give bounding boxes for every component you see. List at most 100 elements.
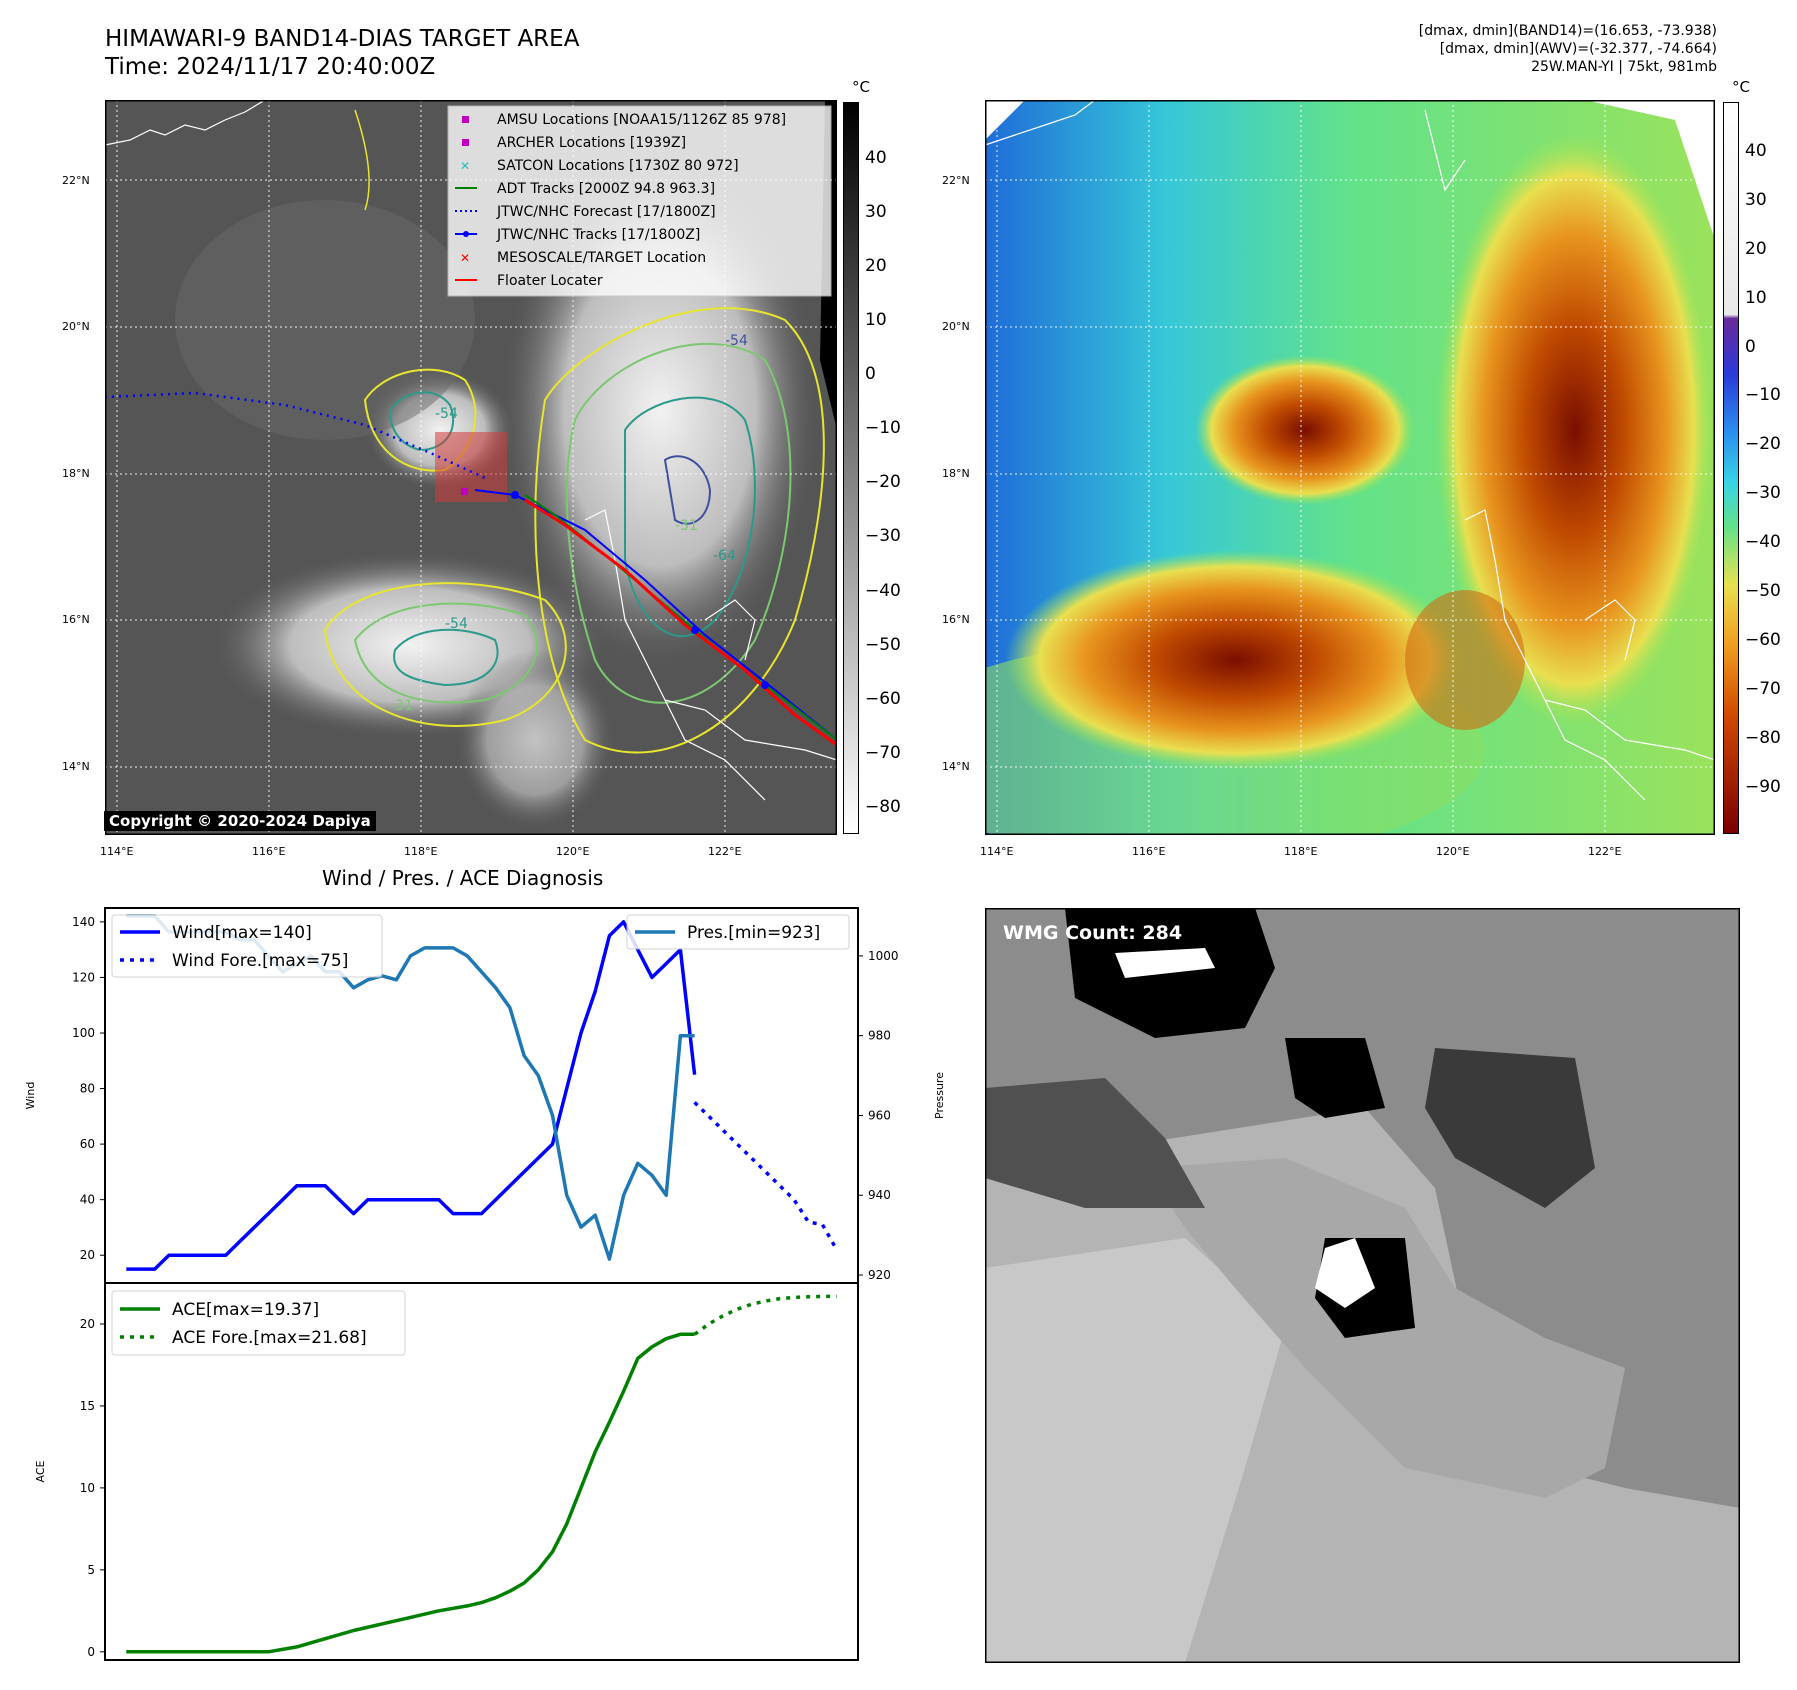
lon-label: 118°E [1284,845,1318,858]
cb-tick: −80 [1745,728,1781,748]
title-line-1: HIMAWARI-9 BAND14-DIAS TARGET AREA [105,26,580,52]
ace-ytick-label: 0 [87,1645,95,1659]
cb-tick: −70 [865,743,901,763]
legend-mesoscale: MESOSCALE/TARGET Location [497,250,706,266]
intensity-info: [dmax, dmin](BAND14)=(16.653, -73.938) [… [1419,22,1717,76]
lat-label: 20°N [942,320,970,333]
wind-ytick-label: 80 [80,1082,95,1096]
lat-label: 20°N [62,320,90,333]
cb-tick: −30 [865,526,901,546]
ace-plot-frame [104,1282,859,1661]
series-ace [126,1332,695,1654]
lat-label: 14°N [942,760,970,773]
enhanced-map [985,100,1715,835]
wind-ytick-label: 20 [80,1248,95,1262]
map-legend [447,105,832,297]
wind-axis-label: Wind [24,1082,37,1110]
cb-tick: 0 [1745,337,1756,357]
map-legend-entries: ✕ ✕ AMSU Locations [NOAA15/1126Z 85 978]… [455,112,786,289]
cb-tick: 10 [865,310,887,330]
legend-jtwc-tracks: JTWC/NHC Tracks [17/1800Z] [496,227,700,243]
wind-legend [111,914,383,978]
pressure-ytick-label: 960 [868,1108,891,1122]
lon-label: 116°E [1132,845,1166,858]
cb-tick: −70 [1745,679,1781,699]
cb-tick: −60 [1745,630,1781,650]
wind-ytick-label: 140 [72,915,95,929]
legend-pressure-label: Pres.[min=923] [687,923,820,943]
svg-text:✕: ✕ [460,251,470,265]
legend-jtwc-forecast: JTWC/NHC Forecast [17/1800Z] [496,204,716,220]
wmg-panel [985,908,1740,1663]
legend-archer: ARCHER Locations [1939Z] [497,135,686,151]
cb-tick: −60 [865,689,901,709]
cb-tick: −20 [865,472,901,492]
contour-label: -64 [713,548,736,564]
legend-wind-label: Wind[max=140] [172,923,312,943]
cb-tick: −40 [1745,532,1781,552]
cb-tick: 40 [1745,141,1767,161]
pressure-ytick-label: 920 [868,1268,891,1282]
info-line-1: [dmax, dmin](BAND14)=(16.653, -73.938) [1418,23,1717,39]
legend-wind-fore-label: Wind Fore.[max=75] [172,951,348,971]
floater-track [524,498,837,747]
info-line-3: 25W.MAN-YI | 75kt, 981mb [1531,59,1717,75]
lon-label: 114°E [100,845,134,858]
cb-tick: −30 [1745,483,1781,503]
lat-label: 22°N [942,174,970,187]
legend-ace-fore-label: ACE Fore.[max=21.68] [172,1328,367,1348]
cb-tick: 10 [1745,288,1767,308]
cb-tick: −80 [865,797,901,817]
wind-ytick-label: 60 [80,1137,95,1151]
contour-label: -54 [725,333,748,349]
ir-colorbar [843,102,859,834]
pressure-ytick-label: 940 [868,1188,891,1202]
contour-label: -31 [390,698,413,714]
lat-label: 14°N [62,760,90,773]
lat-label: 16°N [62,613,90,626]
legend-adt: ADT Tracks [2000Z 94.8 963.3] [497,181,715,197]
colorbar-unit: °C [852,78,870,96]
ace-legend [111,1290,406,1356]
ace-ytick-label: 10 [80,1481,95,1495]
enh-colorbar [1723,102,1739,834]
lon-label: 122°E [1588,845,1622,858]
cb-tick: 20 [865,256,887,276]
cb-tick: −90 [1745,777,1781,797]
target-box [435,432,507,502]
wind-ytick-label: 40 [80,1193,95,1207]
cb-tick: −10 [865,418,901,438]
contour-label: -54 [435,406,458,422]
ace-ytick-label: 15 [80,1399,95,1413]
lon-label: 122°E [708,845,742,858]
lat-label: 16°N [942,613,970,626]
series-wind-forecast [693,1101,839,1251]
ace-ytick-label: 5 [87,1563,95,1577]
info-line-2: [dmax, dmin](AWV)=(-32.377, -74.664) [1439,41,1717,57]
pressure-ytick-label: 1000 [868,949,899,963]
lon-label: 116°E [252,845,286,858]
series-wind [126,920,697,1271]
ir-map: -54 -54 -54 -64 -31 -31 ✕ ✕ AMSU Locatio… [105,100,837,835]
cb-tick: 0 [865,364,876,384]
colorbar-unit: °C [1732,78,1750,96]
lat-label: 18°N [62,467,90,480]
lon-label: 120°E [1436,845,1470,858]
ace-ytick-label: 20 [80,1317,95,1331]
lat-label: 22°N [62,174,90,187]
diagnosis-title: Wind / Pres. / ACE Diagnosis [322,866,604,890]
cb-tick: −40 [865,581,901,601]
cb-tick: 40 [865,148,887,168]
copyright-label: Copyright © 2020-2024 Dapiya [104,811,376,831]
cb-tick: 30 [865,202,887,222]
ace-axis-label: ACE [34,1460,47,1482]
cb-tick: −20 [1745,434,1781,454]
legend-amsu: AMSU Locations [NOAA15/1126Z 85 978] [497,112,786,128]
title-line-2: Time: 2024/11/17 20:40:00Z [105,54,436,80]
legend-floater: Floater Locater [497,273,603,289]
legend-satcon: SATCON Locations [1730Z 80 972] [497,158,739,174]
main-title: HIMAWARI-9 BAND14-DIAS TARGET AREA Time:… [105,25,579,81]
lon-label: 114°E [980,845,1014,858]
cb-tick: −10 [1745,385,1781,405]
